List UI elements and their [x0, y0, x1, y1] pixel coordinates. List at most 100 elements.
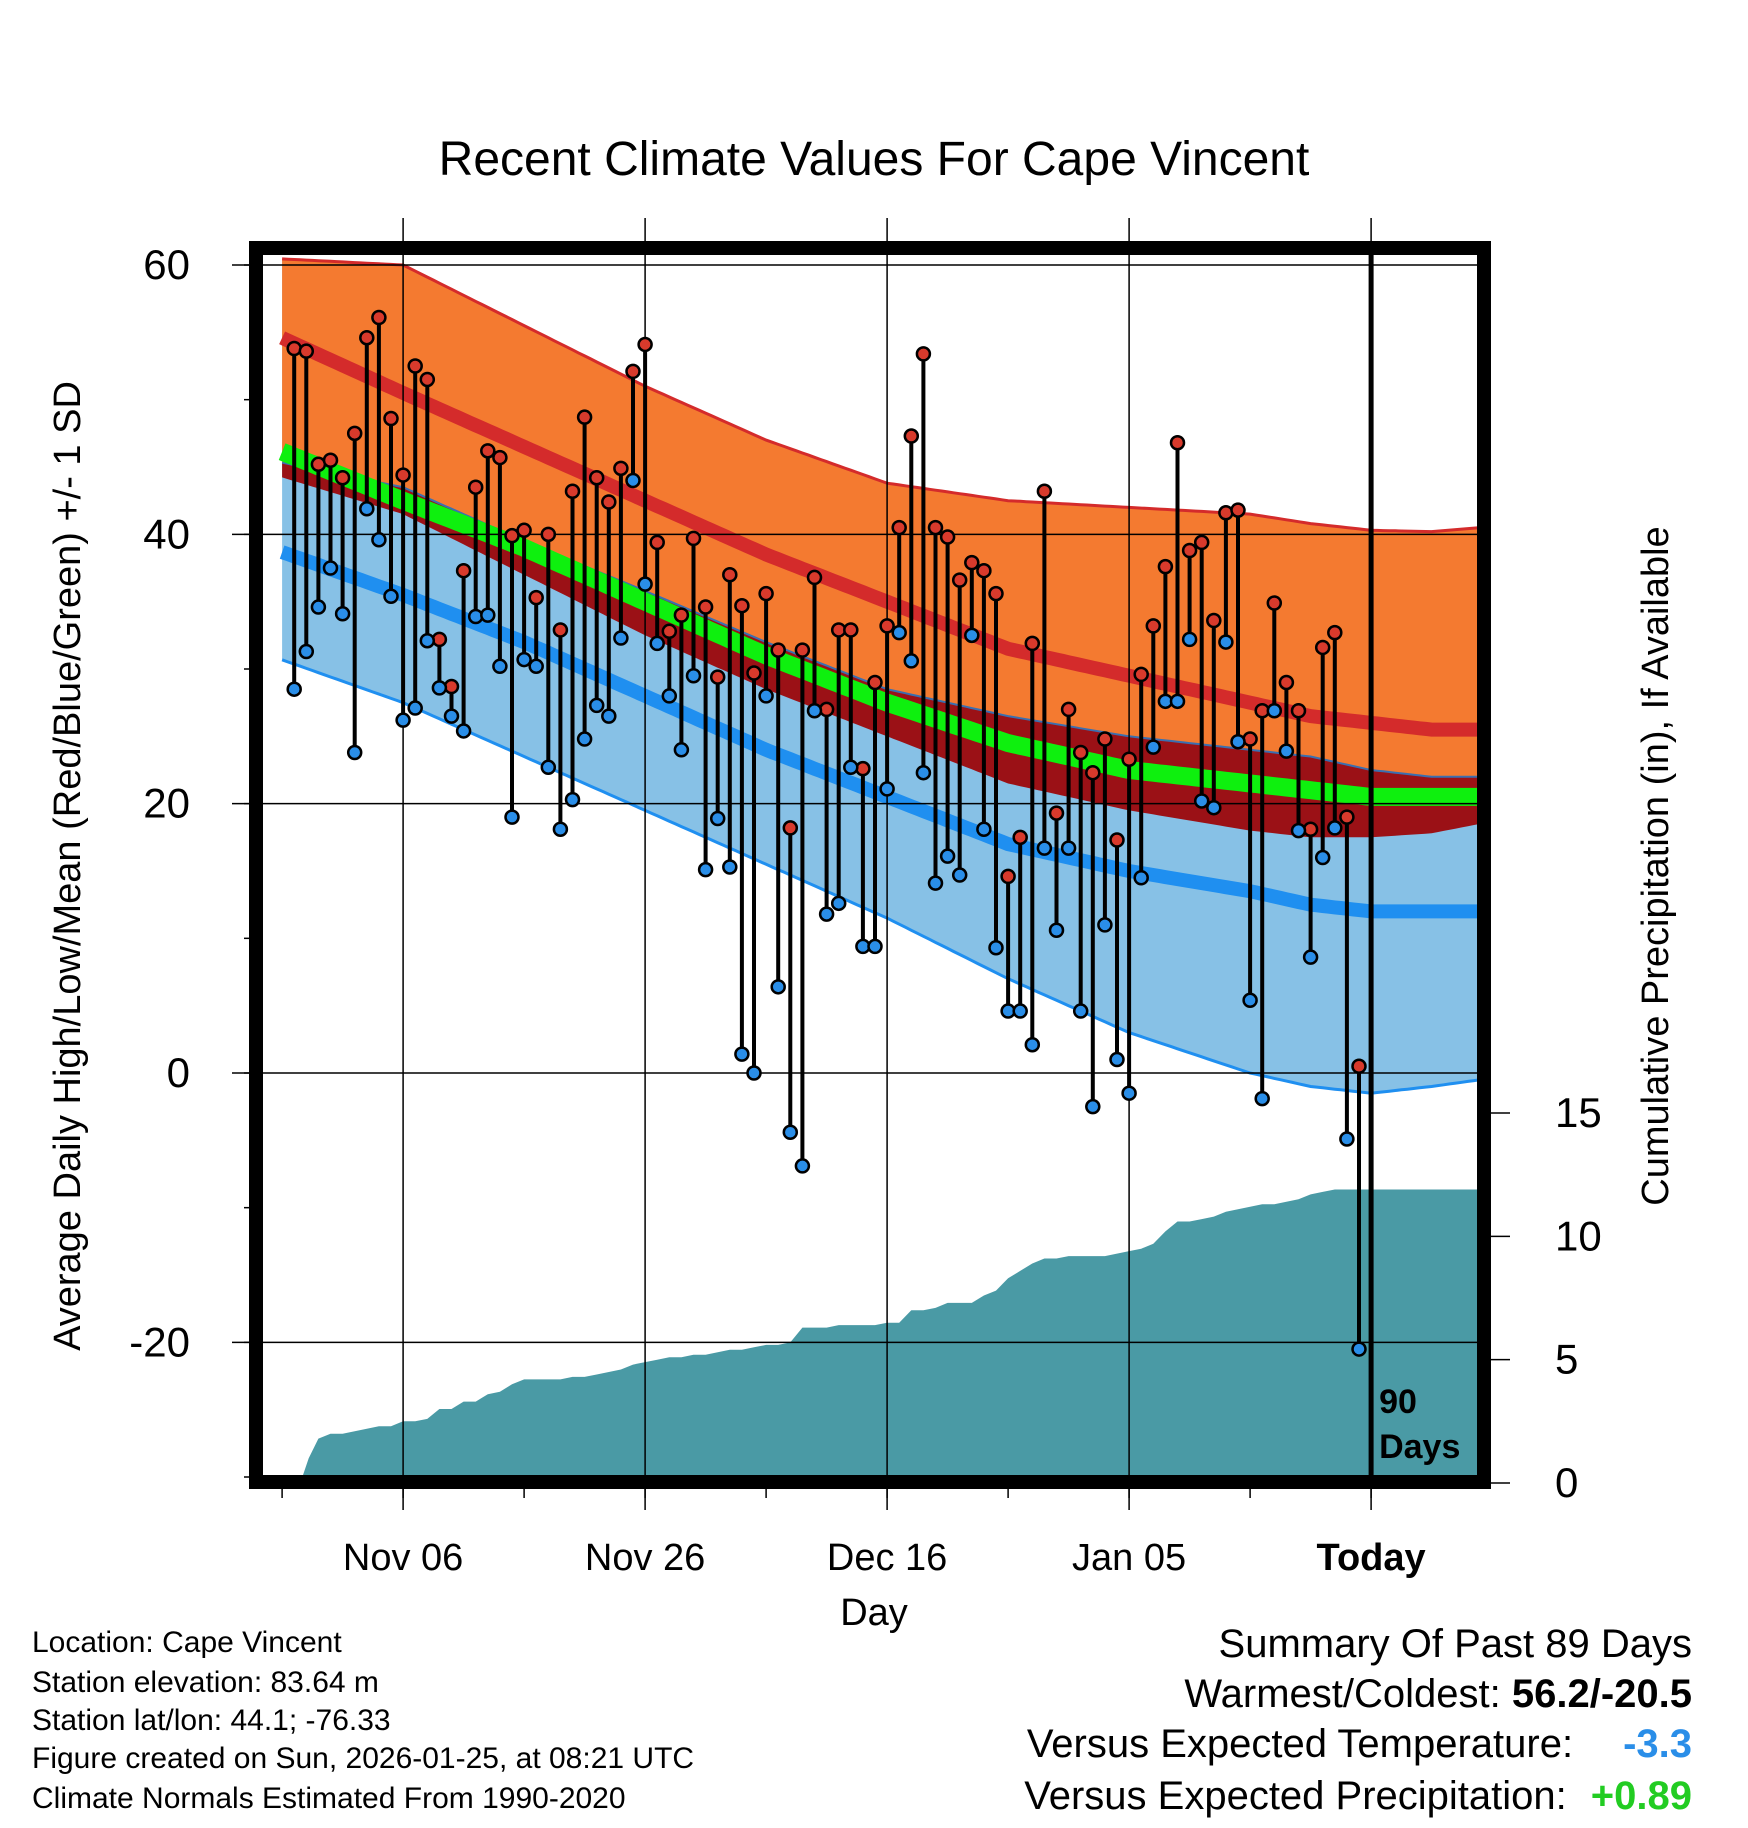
high-range-band [282, 258, 1481, 777]
daily-low-point [976, 821, 992, 838]
daily-low-point [564, 791, 581, 808]
daily-low-point [431, 680, 448, 696]
daily-high-point [1290, 702, 1307, 719]
warm-cold-value: 56.2/-20.5 [1511, 1672, 1692, 1716]
daily-high-point [480, 443, 496, 459]
daily-high-point [685, 530, 702, 547]
daily-low-point [371, 531, 387, 548]
daily-high-point [843, 622, 859, 638]
daily-low-point [806, 702, 823, 719]
daily-high-point [1314, 639, 1331, 656]
y-left-tick-label: -20 [129, 1318, 190, 1365]
daily-low-point [576, 731, 593, 747]
daily-low-point [1218, 634, 1234, 650]
daily-low-point [443, 708, 460, 724]
daily-low-point [915, 764, 932, 781]
daily-low-point [419, 632, 436, 649]
daily-low-point [818, 906, 835, 922]
daily-high-point [588, 470, 605, 486]
daily-high-point [939, 529, 956, 545]
daily-high-point [359, 329, 375, 346]
daily-low-point [492, 658, 508, 675]
daily-high-point [1157, 558, 1174, 575]
y-right-tick-label: 0 [1555, 1459, 1578, 1506]
high-sd-band [282, 462, 1481, 838]
daily-high-point [1193, 534, 1210, 551]
daily-high-point [1036, 483, 1053, 499]
precip-label: Versus Expected Precipitation: [1024, 1774, 1567, 1818]
daily-low-point [927, 875, 944, 891]
location-text: Location: Cape Vincent [32, 1626, 342, 1659]
y-right-tick-label: 10 [1555, 1212, 1602, 1259]
daily-high-point [407, 358, 423, 374]
y-left-tick-label: 0 [167, 1049, 190, 1096]
daily-high-point [976, 562, 992, 579]
daily-high-point [915, 346, 932, 362]
daily-low-point [310, 599, 327, 615]
daily-low-point [359, 500, 375, 517]
daily-low-point [1302, 949, 1319, 965]
daily-low-point [673, 742, 690, 758]
daily-high-point [286, 340, 302, 357]
daily-high-point [1181, 542, 1198, 559]
daily-low-point [383, 588, 399, 605]
daily-low-point [504, 809, 520, 825]
daily-high-point [504, 527, 520, 544]
daily-high-point [540, 526, 557, 543]
daily-low-point [1206, 799, 1222, 816]
daily-low-point [625, 472, 641, 489]
low-minus-sd-line [281, 658, 1481, 1095]
daily-low-point [951, 867, 968, 883]
daily-low-point [1048, 922, 1065, 939]
daily-high-point [867, 674, 883, 691]
precip-value: +0.89 [1590, 1774, 1692, 1818]
plot-frame [249, 241, 1491, 1489]
x-tick-label: Nov 06 [343, 1537, 463, 1579]
y-left-tick-label: 20 [143, 780, 190, 827]
daily-high-point [1012, 829, 1028, 846]
daily-high-point [1206, 612, 1222, 629]
daily-high-point [964, 554, 980, 571]
temp-row: Versus Expected Temperature: -3.3 [1027, 1722, 1692, 1767]
daily-low-point [685, 667, 702, 684]
y-right-tick-label: 5 [1555, 1336, 1578, 1383]
daily-high-point [1339, 809, 1355, 825]
daily-high-point [346, 425, 363, 442]
daily-low-point [1145, 739, 1162, 755]
daily-low-point [346, 744, 363, 761]
mean-line [278, 443, 1480, 806]
daily-low-point [1072, 1003, 1089, 1019]
daily-high-point [576, 409, 593, 425]
record-high-line [282, 257, 1481, 534]
daily-high-point [1242, 731, 1258, 747]
daily-low-point [1351, 1341, 1367, 1357]
daily-low-point [322, 560, 339, 576]
daily-high-point [661, 623, 678, 640]
y-left-tick-label: 60 [143, 241, 190, 288]
normal-low-line [279, 545, 1480, 919]
daily-low-point [782, 1124, 799, 1141]
daily-low-point [1012, 1003, 1028, 1019]
x-tick-label: Today [1317, 1537, 1426, 1579]
precip-area [300, 1189, 1480, 1482]
daily-high-point [746, 665, 762, 681]
daily-low-point [1181, 631, 1198, 648]
daily-high-point [322, 452, 339, 469]
chart-title: Recent Climate Values For Cape Vincent [439, 133, 1310, 186]
daily-low-point [1085, 1098, 1101, 1115]
y-axis-left-label: Average Daily High/Low/Mean (Red/Blue/Gr… [47, 381, 89, 1351]
daily-low-point [661, 688, 678, 704]
daily-low-point [540, 759, 557, 776]
daily-high-point [1278, 674, 1295, 691]
daily-high-point [1085, 764, 1101, 781]
daily-low-point [1121, 1085, 1137, 1101]
daily-high-point [709, 669, 726, 685]
daily-high-point [891, 519, 907, 536]
warm-cold-row: Warmest/Coldest: 56.2/-20.5 [1184, 1672, 1692, 1717]
daily-high-point [371, 309, 387, 326]
daily-high-point [782, 820, 799, 836]
summary-heading: Summary Of Past 89 Days [1218, 1622, 1692, 1666]
daily-high-point [1097, 731, 1113, 747]
elevation-text: Station elevation: 83.64 m [32, 1666, 379, 1699]
daily-low-point [455, 723, 472, 739]
